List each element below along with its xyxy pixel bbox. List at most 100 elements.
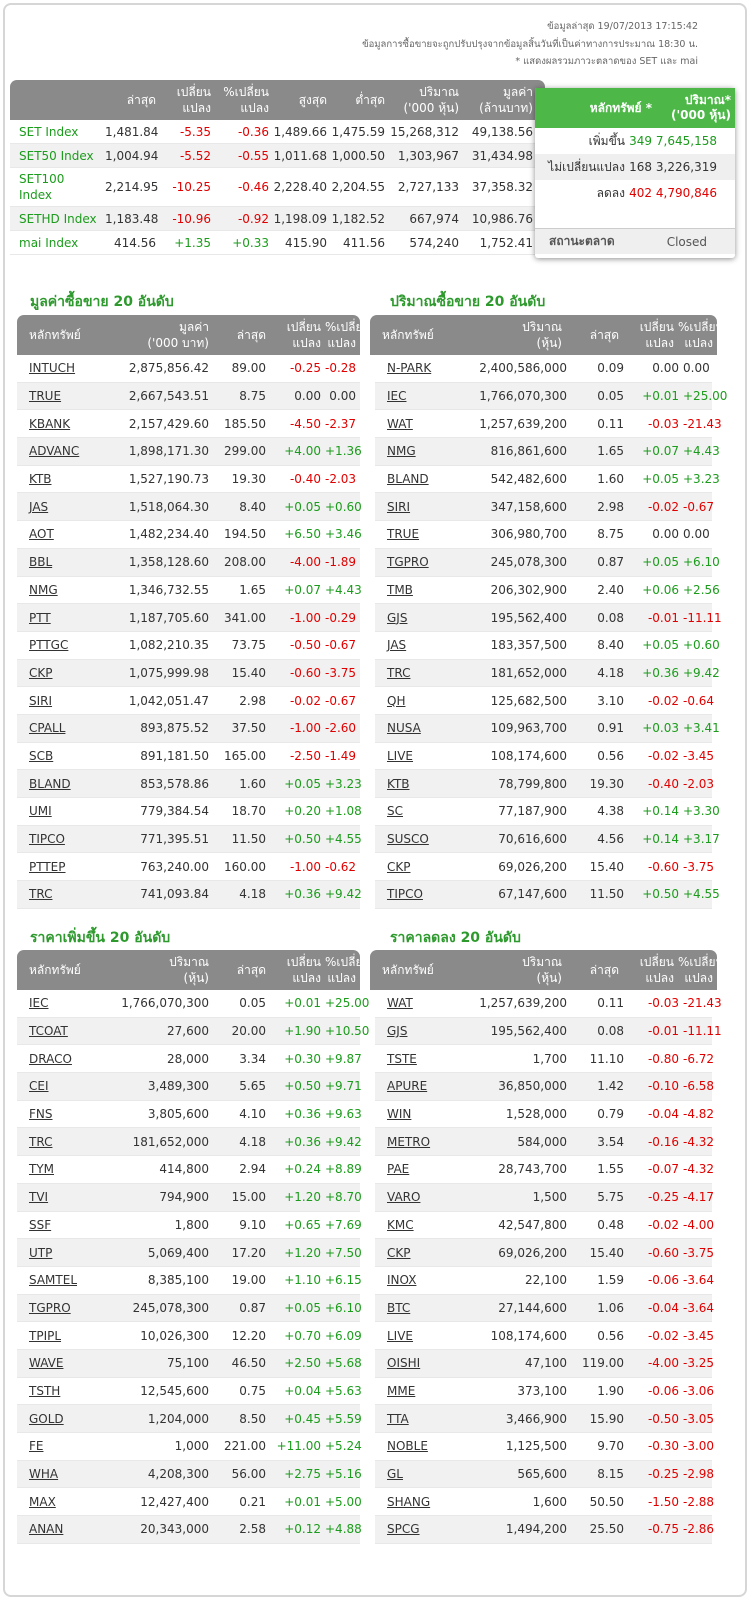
- cell: +1.10: [284, 1273, 321, 1288]
- symbol-link[interactable]: SIRI: [387, 499, 411, 514]
- symbol-link[interactable]: TGPRO: [387, 555, 429, 570]
- symbol-link[interactable]: TYM: [29, 1162, 55, 1177]
- symbol-link[interactable]: SIRI: [29, 693, 53, 708]
- symbol-link[interactable]: LIVE: [387, 1328, 414, 1343]
- symbol-link[interactable]: SHANG: [387, 1494, 431, 1509]
- symbol-link[interactable]: TVI: [29, 1190, 49, 1205]
- symbol-link[interactable]: SC: [387, 804, 403, 819]
- symbol-link[interactable]: SSF: [29, 1217, 52, 1232]
- table-row: SET50 Index 1,004.94 -5.52 -0.55 1,011.68 1,0…: [10, 144, 545, 168]
- symbol-link[interactable]: TTA: [387, 1411, 409, 1426]
- symbol-link[interactable]: NMG: [29, 582, 58, 597]
- symbol-link[interactable]: QH: [387, 693, 406, 708]
- symbol-link[interactable]: ANAN: [29, 1522, 64, 1537]
- symbol-link[interactable]: AOT: [29, 527, 54, 542]
- cell: 119.00: [582, 1356, 624, 1371]
- symbol-link[interactable]: CPALL: [29, 721, 66, 736]
- symbol-link[interactable]: INOX: [387, 1273, 417, 1288]
- symbol-link[interactable]: GJS: [387, 610, 408, 625]
- symbol-link[interactable]: PTT: [29, 610, 51, 625]
- symbol-link[interactable]: JAS: [387, 638, 407, 653]
- symbol-link[interactable]: BLAND: [29, 776, 71, 791]
- symbol-link[interactable]: TRC: [29, 887, 53, 902]
- symbol-link[interactable]: CEI: [29, 1079, 49, 1094]
- symbol-link[interactable]: IEC: [29, 996, 49, 1011]
- symbol-link[interactable]: SCB: [29, 748, 54, 763]
- symbol-link[interactable]: CKP: [387, 859, 411, 874]
- symbol-link[interactable]: KTB: [387, 776, 410, 791]
- symbol-link[interactable]: TMB: [387, 582, 413, 597]
- cell: 15.00: [231, 1190, 266, 1205]
- symbol-link[interactable]: WAVE: [29, 1356, 64, 1371]
- symbol-link[interactable]: CKP: [387, 1245, 411, 1260]
- symbol-link[interactable]: WAT: [387, 996, 413, 1011]
- symbol-link[interactable]: KBANK: [29, 416, 71, 431]
- symbol-link[interactable]: APURE: [387, 1079, 428, 1094]
- symbol-link[interactable]: DRACO: [29, 1051, 72, 1066]
- table-header: ล่าสุด เปลี่ยน แปลง %เปลี่ยน แปลง สูงสุด ต่ำ…: [10, 80, 545, 120]
- symbol-link[interactable]: TGPRO: [29, 1300, 71, 1315]
- symbol-link[interactable]: TSTH: [29, 1383, 61, 1398]
- symbol-link[interactable]: IEC: [387, 389, 407, 404]
- symbol-link[interactable]: WIN: [387, 1107, 412, 1122]
- symbol-link[interactable]: PTTGC: [29, 638, 69, 653]
- symbol-link[interactable]: PAE: [387, 1162, 410, 1177]
- symbol-link[interactable]: JAS: [29, 499, 49, 514]
- symbol-link[interactable]: KTB: [29, 472, 52, 487]
- cell: BTC: [375, 1300, 453, 1316]
- symbol-link[interactable]: SUSCO: [387, 832, 429, 847]
- symbol-link[interactable]: SPCG: [387, 1522, 420, 1537]
- symbol-link[interactable]: BBL: [29, 555, 53, 570]
- symbol-link[interactable]: SAMTEL: [29, 1273, 77, 1288]
- symbol-link[interactable]: MAX: [29, 1494, 56, 1509]
- symbol-link[interactable]: WHA: [29, 1467, 59, 1482]
- symbol-link[interactable]: NOBLE: [387, 1439, 428, 1454]
- symbol-link[interactable]: OISHI: [387, 1356, 421, 1371]
- symbol-link[interactable]: GL: [387, 1467, 403, 1482]
- symbol-link[interactable]: FE: [29, 1439, 44, 1454]
- symbol-link[interactable]: BLAND: [387, 472, 429, 487]
- symbol-link[interactable]: LIVE: [387, 748, 414, 763]
- symbol-link[interactable]: FNS: [29, 1107, 53, 1122]
- symbol-link[interactable]: WAT: [387, 416, 413, 431]
- cell: 12,545,600: [140, 1383, 209, 1398]
- symbol-link[interactable]: PTTEP: [29, 859, 66, 874]
- symbol-link[interactable]: VARO: [387, 1190, 421, 1205]
- symbol-link[interactable]: TRC: [387, 665, 411, 680]
- symbol-link[interactable]: TIPCO: [387, 887, 423, 902]
- symbol-link[interactable]: TSTE: [387, 1051, 417, 1066]
- symbol-link[interactable]: BTC: [387, 1300, 411, 1315]
- cell: SSF: [17, 1217, 95, 1233]
- symbol-link[interactable]: TCOAT: [29, 1024, 68, 1039]
- table-row: BLAND 542,482,600 1.60 +0.05 +3.23: [375, 466, 720, 494]
- symbol-link[interactable]: NMG: [387, 444, 416, 459]
- symbol-link[interactable]: MME: [387, 1383, 416, 1398]
- cell: 1.60: [597, 472, 624, 487]
- symbol-link[interactable]: INTUCH: [29, 361, 76, 376]
- symbol-link[interactable]: TPIPL: [29, 1328, 62, 1343]
- cell: 584,000: [517, 1134, 567, 1149]
- symbol-link[interactable]: TRC: [29, 1134, 53, 1149]
- symbol-link[interactable]: TRUE: [387, 527, 420, 542]
- symbol-link[interactable]: UTP: [29, 1245, 53, 1260]
- symbol-link[interactable]: CKP: [29, 665, 53, 680]
- cell: 70,616,600: [498, 832, 567, 847]
- symbol-link[interactable]: METRO: [387, 1134, 431, 1149]
- symbol-link[interactable]: ADVANC: [29, 444, 80, 459]
- symbol-link[interactable]: TRUE: [29, 389, 62, 404]
- symbol-link[interactable]: GOLD: [29, 1411, 64, 1426]
- symbol-link[interactable]: KMC: [387, 1217, 414, 1232]
- cell: +0.12: [284, 1522, 321, 1537]
- symbol-link[interactable]: N-PARK: [387, 361, 432, 376]
- table-row: SETHD Index 1,183.48 -10.96 -0.92 1,198.09 1,…: [10, 207, 545, 231]
- symbol-link[interactable]: TIPCO: [29, 832, 65, 847]
- table-row: KBANK 2,157,429.60 185.50 -4.50 -2.37: [17, 410, 360, 439]
- symbol-link[interactable]: UMI: [29, 804, 52, 819]
- table-row: SAMTEL 8,385,100 19.00 +1.10 +6.15: [17, 1267, 362, 1295]
- index-name: SETHD Index: [19, 211, 97, 226]
- symbol-link[interactable]: GJS: [387, 1024, 408, 1039]
- section-title: มูลค่าซื้อขาย 20 อันดับ: [30, 294, 174, 310]
- cell: +9.63: [325, 1107, 362, 1122]
- symbol-link[interactable]: NUSA: [387, 721, 421, 736]
- cell: 667,974: [409, 211, 459, 226]
